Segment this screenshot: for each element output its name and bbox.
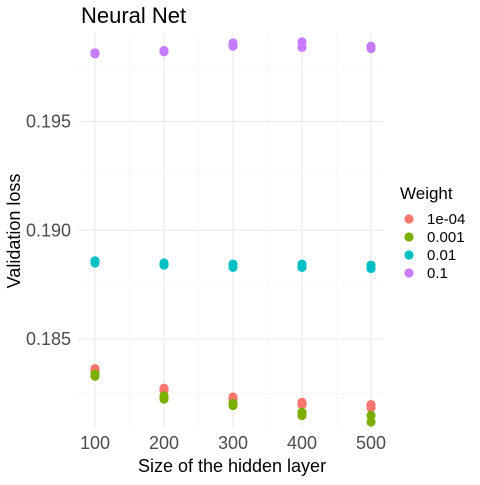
data-point: [366, 403, 376, 413]
legend-key: [404, 214, 414, 224]
x-tick-label: 500: [356, 433, 386, 453]
data-point: [90, 258, 100, 268]
legend-label: 0.001: [427, 229, 465, 246]
y-tick-label: 0.190: [26, 220, 71, 240]
data-point: [366, 43, 376, 54]
legend-label: 0.1: [427, 265, 448, 282]
chart-title: Neural Net: [81, 3, 186, 28]
y-tick-label: 0.195: [26, 111, 71, 131]
y-tick-label: 0.185: [26, 329, 71, 349]
data-point: [90, 49, 100, 59]
data-point: [366, 410, 376, 421]
legend-label: 1e-04: [427, 211, 465, 228]
x-tick-label: 200: [149, 433, 179, 453]
data-points: [90, 37, 376, 427]
data-point: [159, 260, 169, 270]
data-point: [90, 371, 100, 381]
data-point: [159, 394, 169, 404]
x-tick-label: 100: [80, 433, 110, 453]
data-point: [297, 399, 307, 410]
major-gridlines: [78, 33, 384, 428]
y-axis-title: Validation loss: [4, 174, 24, 289]
data-point: [366, 263, 376, 274]
y-axis-ticks: 0.185 0.190 0.195: [26, 111, 71, 349]
legend-key: [404, 268, 414, 278]
data-point: [297, 262, 307, 272]
legend-title: Weight: [400, 184, 453, 203]
data-point: [228, 401, 238, 411]
legend-label: 0.01: [427, 247, 456, 264]
data-point: [159, 47, 169, 57]
data-point: [366, 417, 376, 427]
legend-key: [404, 250, 414, 260]
x-axis-ticks: 100 200 300 400 500: [80, 433, 386, 453]
data-point: [297, 410, 307, 421]
legend-key: [404, 232, 414, 242]
data-point: [228, 262, 238, 272]
data-point: [297, 42, 307, 52]
x-tick-label: 400: [287, 433, 317, 453]
x-tick-label: 300: [218, 433, 248, 453]
x-axis-title: Size of the hidden layer: [138, 456, 326, 476]
data-point: [228, 41, 238, 51]
